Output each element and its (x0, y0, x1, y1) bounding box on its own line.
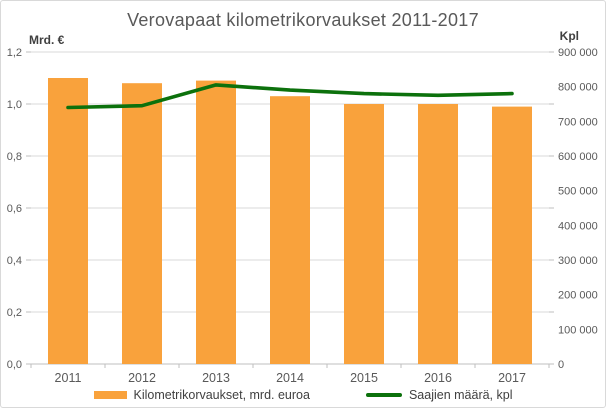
left-axis-tick-label: 0,8 (7, 151, 22, 163)
category-label: 2012 (128, 371, 156, 385)
right-axis-tick-label: 700 000 (558, 116, 598, 128)
left-axis-tick-label: 1,0 (7, 99, 22, 111)
recipients-line (66, 83, 514, 110)
legend-item-bars: Kilometrikorvaukset, mrd. euroa (93, 388, 310, 402)
bar-2013 (196, 80, 236, 364)
bar-2014 (270, 96, 310, 364)
chart-title: Verovapaat kilometrikorvaukset 2011-2017 (127, 10, 479, 30)
left-axis-unit-label: Mrd. € (29, 33, 65, 47)
category-label: 2014 (276, 371, 304, 385)
right-axis-tick-label: 200 000 (558, 290, 598, 302)
right-axis-tick-label: 300 000 (558, 255, 598, 267)
bar-2015 (344, 104, 384, 364)
category-label: 2017 (498, 371, 526, 385)
bar-2016 (418, 104, 458, 364)
right-axis-tick-label: 500 000 (558, 186, 598, 198)
right-axis-unit-label: Kpl (559, 29, 579, 43)
right-axis-tick-label: 900 000 (558, 47, 598, 59)
line-series-swatch-icon (365, 393, 402, 397)
bar-2012 (122, 83, 162, 364)
category-label: 2016 (424, 371, 452, 385)
right-axis-tick-label: 0 (558, 359, 564, 371)
bar-2011 (48, 78, 88, 364)
left-axis-tick-label: 1,2 (7, 47, 22, 59)
right-axis-tick-label: 400 000 (558, 220, 598, 232)
left-axis-tick-label: 0,2 (7, 307, 22, 319)
line-series-label: Saajien määrä, kpl (408, 388, 513, 402)
bar-2017 (492, 106, 532, 364)
category-label: 2015 (350, 371, 378, 385)
category-label: 2011 (55, 371, 82, 385)
category-label: 2013 (202, 371, 230, 385)
left-axis-tick-label: 0,6 (7, 203, 22, 215)
legend: Kilometrikorvaukset, mrd. euroa Saajien … (1, 388, 605, 402)
right-axis-tick-label: 100 000 (558, 324, 598, 336)
bar-series-label: Kilometrikorvaukset, mrd. euroa (133, 388, 310, 402)
left-axis-tick-label: 0,0 (7, 359, 22, 371)
right-axis-tick-label: 800 000 (558, 82, 598, 94)
bar-series-swatch-icon (93, 391, 127, 399)
legend-item-line: Saajien määrä, kpl (365, 388, 513, 402)
right-axis-tick-label: 600 000 (558, 151, 598, 163)
left-axis-tick-label: 0,4 (7, 255, 22, 267)
